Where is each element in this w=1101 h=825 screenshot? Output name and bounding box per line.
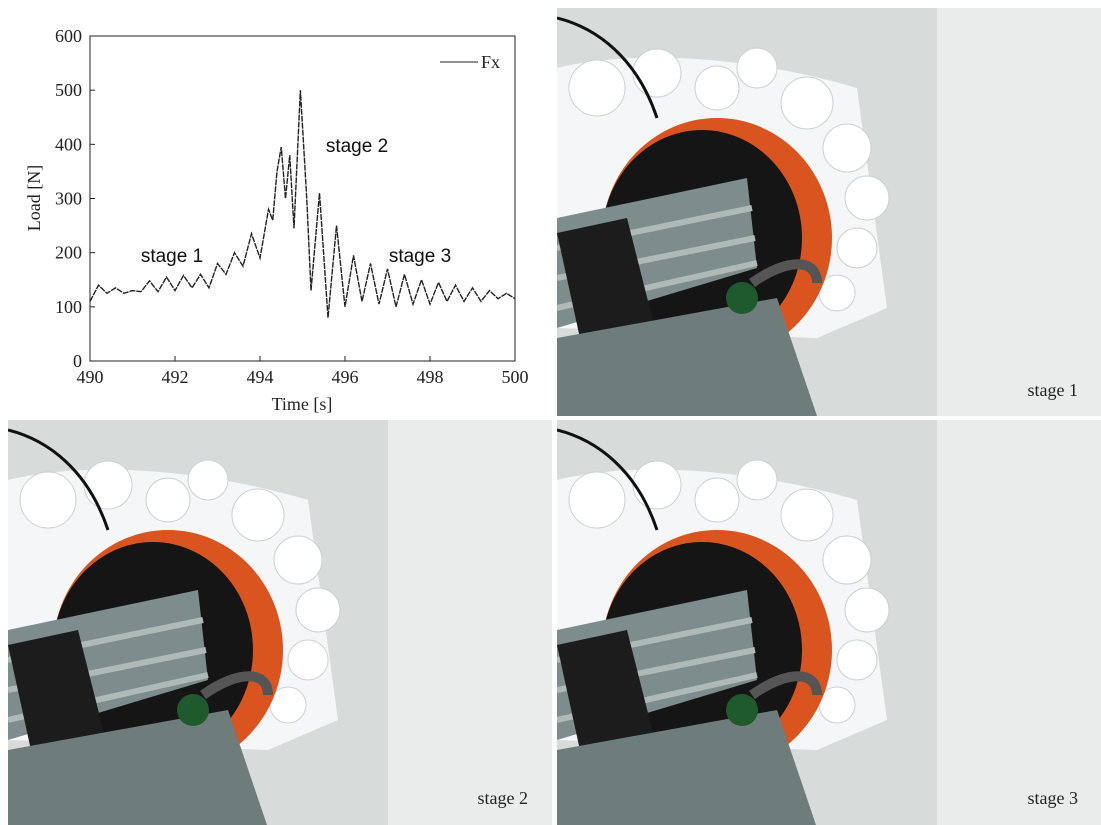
chart-axes: Time [s] Load [N] Fx 0 100 200 300 400 500 600… — [24, 26, 529, 414]
legend-label: Fx — [481, 52, 500, 72]
annotation: stage 2 — [326, 136, 388, 157]
x-tick-label: 498 — [417, 367, 444, 387]
x-tick-label: 494 — [247, 367, 274, 387]
plot-frame — [89, 35, 516, 362]
photo-panel — [557, 8, 1101, 416]
annotation: stage 3 — [389, 246, 451, 267]
y-tick-label: 200 — [55, 243, 82, 263]
annotation: stage 1 — [141, 246, 203, 267]
y-tick-label: 0 — [73, 351, 82, 371]
y-tick-label: 500 — [55, 80, 82, 100]
y-axis-label: Load [N] — [24, 165, 44, 231]
data-line — [89, 90, 516, 318]
x-tick-label: 490 — [77, 367, 104, 387]
x-tick-label: 496 — [332, 367, 359, 387]
photo-caption: stage 2 — [478, 788, 528, 808]
photo-caption: stage 3 — [1028, 788, 1078, 808]
photo-panel — [557, 420, 1101, 825]
y-tick-label: 600 — [55, 26, 82, 46]
x-tick-label: 492 — [162, 367, 189, 387]
photo-panel — [8, 420, 552, 825]
photo-caption: stage 1 — [1028, 380, 1078, 400]
x-axis-label: Time [s] — [272, 394, 333, 414]
x-tick-label: 500 — [502, 367, 529, 387]
y-tick-label: 400 — [55, 134, 82, 154]
y-tick-label: 300 — [55, 189, 82, 209]
y-tick-label: 100 — [55, 297, 82, 317]
